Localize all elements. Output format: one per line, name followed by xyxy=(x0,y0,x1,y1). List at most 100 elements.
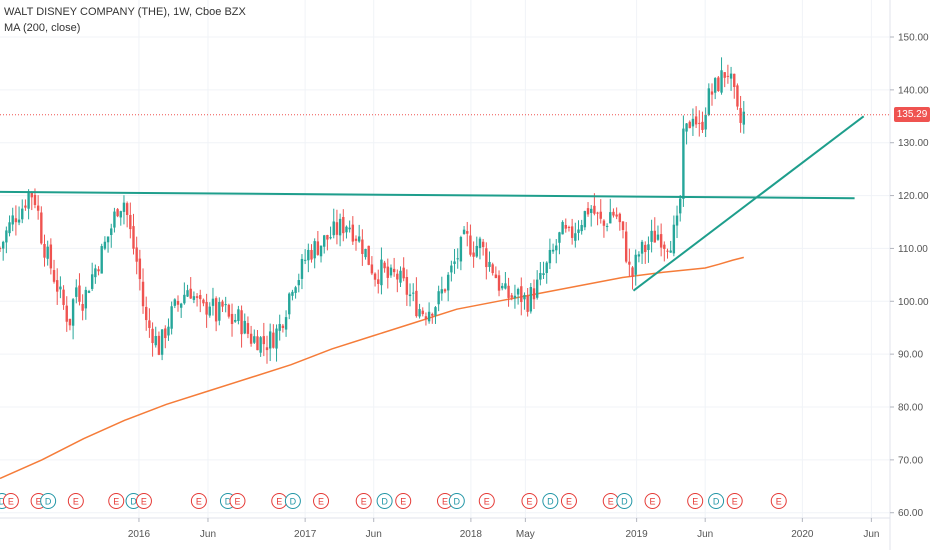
candle-body xyxy=(723,72,726,78)
candle-body xyxy=(618,213,622,223)
candle-body xyxy=(443,289,447,292)
candle-body xyxy=(316,241,320,255)
candle-body xyxy=(431,313,434,316)
earnings-marker[interactable]: E xyxy=(602,493,619,509)
dividend-marker[interactable]: D xyxy=(376,493,393,509)
candle-body xyxy=(497,275,501,291)
marker-circle xyxy=(708,493,725,509)
candle-body xyxy=(211,298,215,306)
candle-body xyxy=(30,192,33,198)
dividend-marker[interactable]: D xyxy=(448,493,465,509)
indicator-label: MA (200, close) xyxy=(4,22,81,34)
earnings-marker[interactable]: E xyxy=(135,493,152,509)
marker-letter: E xyxy=(732,496,738,506)
candle-body xyxy=(491,264,494,274)
candle-body xyxy=(151,328,154,344)
candle-body xyxy=(453,261,456,264)
candle-body xyxy=(351,224,355,242)
trendline[interactable] xyxy=(632,115,865,292)
candle-body xyxy=(462,229,466,234)
dividend-marker[interactable]: D xyxy=(616,493,633,509)
candle-body xyxy=(564,224,567,229)
candle-body xyxy=(78,285,81,302)
candle-body xyxy=(65,305,68,322)
candle-body xyxy=(644,244,647,253)
candle-body xyxy=(272,332,275,348)
candle-body xyxy=(535,279,539,298)
earnings-marker[interactable]: E xyxy=(229,493,246,509)
candle-body xyxy=(357,236,361,242)
candle-body xyxy=(691,118,695,127)
earnings-marker[interactable]: E xyxy=(437,493,453,509)
earnings-marker[interactable]: E xyxy=(521,493,538,509)
earnings-marker[interactable]: E xyxy=(726,493,743,509)
candle-body xyxy=(240,310,243,335)
candle-body xyxy=(208,306,211,316)
candle-body xyxy=(8,222,11,234)
candle-body xyxy=(424,316,428,319)
candle-body xyxy=(631,267,634,277)
candle-body xyxy=(386,266,389,278)
earnings-marker[interactable]: E xyxy=(560,493,577,509)
earnings-marker[interactable]: E xyxy=(67,493,84,509)
candle-body xyxy=(621,221,625,230)
earnings-marker[interactable]: E xyxy=(190,493,207,509)
candle-body xyxy=(577,229,580,233)
candle-body xyxy=(532,288,536,300)
earnings-marker[interactable]: E xyxy=(687,493,704,509)
earnings-marker[interactable]: E xyxy=(108,493,125,509)
candle-body xyxy=(265,347,269,351)
dividend-marker[interactable]: D xyxy=(284,493,301,509)
dividend-marker[interactable]: D xyxy=(708,493,725,509)
candle-body xyxy=(555,245,558,251)
x-tick-label: 2017 xyxy=(294,529,317,540)
candle-body xyxy=(36,205,40,211)
marker-letter: D xyxy=(225,496,232,506)
candle-body xyxy=(132,226,135,249)
earnings-marker[interactable]: E xyxy=(478,493,495,509)
marker-circle xyxy=(448,493,465,509)
candle-body xyxy=(367,245,370,265)
candle-body xyxy=(354,238,358,241)
candle-body xyxy=(418,309,421,317)
marker-letter: E xyxy=(692,496,698,506)
candle-body xyxy=(647,244,650,251)
symbol-title: WALT DISNEY COMPANY (THE), 1W, Cboe BZX xyxy=(4,6,246,18)
marker-letter: E xyxy=(442,496,448,506)
candle-body xyxy=(234,319,237,322)
trendlines-group[interactable] xyxy=(0,115,865,292)
earnings-marker[interactable]: E xyxy=(770,493,787,509)
candle-body xyxy=(62,289,65,305)
earnings-marker[interactable]: E xyxy=(313,493,330,509)
trendline[interactable] xyxy=(0,190,855,200)
earnings-marker[interactable]: E xyxy=(355,493,372,509)
candle-body xyxy=(90,274,94,289)
candle-body xyxy=(672,224,676,254)
candle-body xyxy=(246,323,250,334)
candle-body xyxy=(472,252,475,257)
dividend-marker[interactable]: D xyxy=(542,493,559,509)
dividend-marker[interactable]: D xyxy=(40,493,57,509)
time-axis[interactable]: 2016 Jun 2017 Jun 2018 May 2019 Jun 2020 Jun xyxy=(128,518,880,540)
price-axis[interactable]: 60.00 70.00 80.00 90.00 100.00 110.00 120.00 13… xyxy=(890,33,929,520)
candle-body xyxy=(539,272,542,280)
candle-body xyxy=(396,273,399,280)
marker-letter: D xyxy=(621,496,628,506)
candle-body xyxy=(412,292,415,294)
marker-letter: D xyxy=(290,496,297,506)
candle-body xyxy=(675,215,679,226)
candle-body xyxy=(218,301,221,321)
candle-body xyxy=(33,194,37,205)
marker-circle xyxy=(395,493,412,509)
marker-letter: E xyxy=(141,496,147,506)
marker-circle xyxy=(770,493,787,509)
earnings-marker[interactable]: E xyxy=(2,493,19,509)
earnings-marker[interactable]: E xyxy=(644,493,661,509)
earnings-marker[interactable]: E xyxy=(395,493,412,509)
current-price-label: 135.29 xyxy=(894,107,930,122)
earnings-marker[interactable]: E xyxy=(271,493,288,509)
candle-body xyxy=(688,121,691,129)
x-tick-label: 2019 xyxy=(625,529,648,540)
